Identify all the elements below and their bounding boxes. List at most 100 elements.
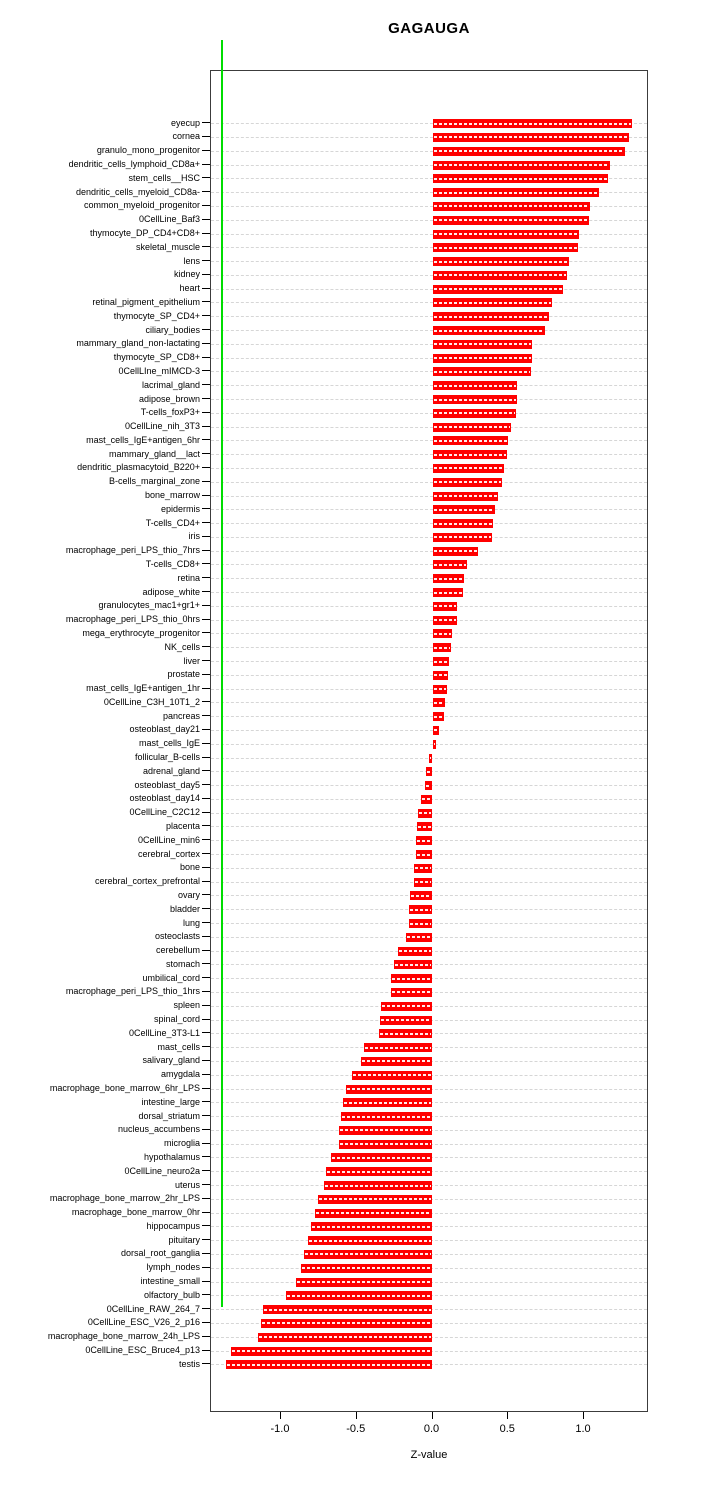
y-axis-label: mast_cells_IgE+antigen_1hr (86, 683, 200, 694)
chart-title: GAGAUGA (388, 20, 470, 37)
bar (317, 1194, 433, 1204)
y-axis-label: adipose_brown (138, 393, 200, 404)
bar (432, 367, 531, 377)
bar-stripe (332, 1156, 432, 1159)
y-axis-tick (202, 618, 210, 620)
bar-stripe (433, 412, 515, 415)
bar-stripe (340, 1129, 432, 1132)
bar-stripe (433, 688, 446, 691)
bar-stripe (433, 246, 577, 249)
bar-stripe (433, 191, 599, 194)
bar-stripe (382, 1005, 432, 1008)
bar-stripe (398, 950, 432, 953)
y-axis-label: microglia (163, 1138, 200, 1149)
y-axis-tick (202, 425, 210, 427)
bar-stripe (433, 164, 609, 167)
y-axis-label: cornea (172, 131, 200, 142)
row-gridline (211, 564, 647, 566)
y-axis-tick (202, 1101, 210, 1103)
bar-stripe (433, 439, 508, 442)
y-axis-label: lens (183, 255, 200, 266)
row-gridline (211, 412, 647, 414)
bar-stripe (416, 853, 432, 856)
y-axis-label: 0CellLIne_mIMCD-3 (118, 365, 200, 376)
y-axis-tick (202, 494, 210, 496)
row-gridline (211, 674, 647, 676)
bar (432, 146, 625, 156)
row-gridline (211, 357, 647, 359)
bar (417, 822, 433, 832)
y-axis-label: amygdala (160, 1069, 200, 1080)
bar (432, 119, 633, 129)
bar (380, 1015, 433, 1025)
bar (432, 574, 465, 584)
y-axis-tick (202, 301, 210, 303)
row-gridline (211, 661, 647, 662)
row-gridline (211, 316, 647, 318)
bar-stripe (392, 977, 432, 980)
y-axis-tick (202, 1225, 210, 1227)
row-gridline (211, 302, 647, 304)
bar-stripe (433, 205, 590, 208)
row-gridline (211, 467, 647, 469)
bar (432, 284, 563, 294)
bar-stripe (433, 136, 629, 139)
y-axis-label: hypothalamus (143, 1151, 200, 1162)
y-axis-label: osteoblast_day21 (129, 724, 200, 735)
row-gridline (211, 702, 647, 704)
y-axis-label: thymocyte_SP_CD4+ (113, 310, 200, 321)
y-axis-tick (202, 329, 210, 331)
bar (314, 1208, 433, 1218)
y-axis-tick (202, 480, 210, 482)
y-axis-tick (202, 770, 210, 772)
y-axis-tick (202, 1308, 210, 1310)
y-axis-tick (202, 1142, 210, 1144)
y-axis-tick (202, 342, 210, 344)
row-gridline (211, 647, 647, 649)
y-axis-label: macrophage_bone_marrow_24h_LPS (47, 1331, 200, 1342)
y-axis-tick (202, 356, 210, 358)
bar-stripe (433, 619, 456, 622)
x-axis-tick-label: 0.5 (499, 1423, 515, 1435)
y-axis-label: spleen (173, 1000, 200, 1011)
bar-stripe (433, 177, 608, 180)
bar (425, 767, 433, 777)
bar (432, 546, 478, 556)
y-axis-tick (202, 1252, 210, 1254)
row-gridline (211, 440, 647, 442)
bar-stripe (287, 1294, 432, 1297)
bar (414, 863, 433, 873)
y-axis-label: adipose_white (142, 586, 200, 597)
bar-stripe (425, 784, 432, 787)
y-axis-label: kidney (173, 269, 200, 280)
bar-stripe (433, 632, 452, 635)
bar (303, 1249, 433, 1259)
row-gridline (211, 523, 647, 525)
bar (286, 1291, 433, 1301)
y-axis-label: 0CellLine_nih_3T3 (124, 421, 200, 432)
bar-stripe (433, 467, 503, 470)
bar (432, 174, 609, 184)
bar (363, 1043, 433, 1053)
y-axis-label: dendritic_cells_myeloid_CD8a- (75, 186, 200, 197)
bar (432, 339, 533, 349)
y-axis-label: mast_cells (157, 1041, 200, 1052)
y-axis-label: bladder (169, 903, 200, 914)
row-gridline (211, 274, 647, 276)
y-axis-label: bone_marrow (144, 490, 200, 501)
bar-stripe (433, 122, 632, 125)
y-axis-label: dorsal_striatum (138, 1110, 200, 1121)
y-axis-label: intestine_large (141, 1096, 200, 1107)
y-axis-tick (202, 922, 210, 924)
row-gridline (211, 536, 647, 538)
bar-stripe (391, 991, 432, 994)
bar-stripe (433, 398, 516, 401)
bar (260, 1318, 433, 1328)
bar-stripe (415, 881, 432, 884)
y-axis-label: 0CellLine_RAW_264_7 (106, 1303, 200, 1314)
y-axis-tick (202, 439, 210, 441)
bar (226, 1360, 433, 1370)
bar (432, 491, 498, 501)
row-gridline (211, 454, 647, 456)
y-axis-label: osteoclasts (154, 931, 200, 942)
